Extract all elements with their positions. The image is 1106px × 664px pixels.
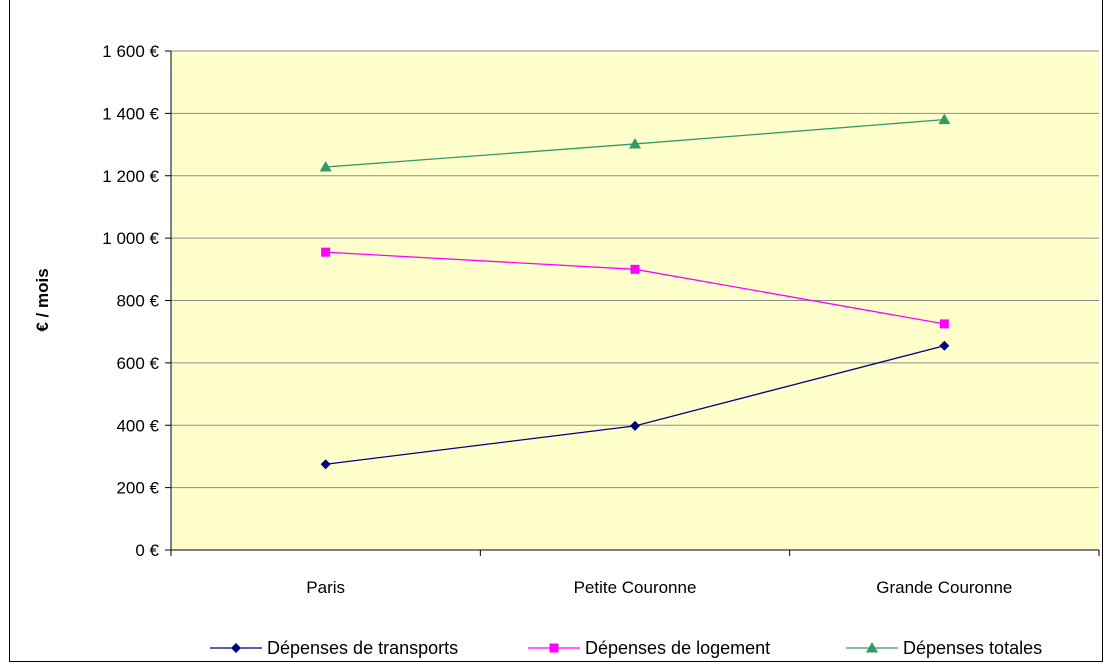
legend: Dépenses de transports Dépenses de logeme…	[210, 638, 1042, 658]
series-diamond	[320, 340, 950, 470]
data-point-triangle	[319, 161, 332, 172]
legend-label: Dépenses de logement	[585, 638, 770, 658]
data-point-square	[939, 319, 949, 329]
legend-label: Dépenses de transports	[267, 638, 458, 658]
data-point-square	[630, 264, 640, 274]
series-layer	[319, 113, 951, 470]
data-point-square	[321, 247, 331, 257]
chart-frame: 0 € 200 € 400 € 600 € 800 € 1 000 € 1 200 € 1 4…	[9, 0, 1103, 662]
data-point-triangle	[866, 642, 878, 653]
y-tick-label: 1 400 €	[102, 104, 159, 123]
x-axis-labels: Paris Petite Couronne Grande Couronne	[170, 550, 1100, 597]
y-axis-ticks: 0 € 200 € 400 € 600 € 800 € 1 000 € 1 200 € 1 4…	[102, 42, 171, 560]
legend-label: Dépenses totales	[903, 638, 1042, 658]
data-point-diamond	[320, 459, 331, 470]
data-point-square	[549, 643, 559, 653]
data-point-diamond	[231, 643, 241, 653]
data-point-diamond	[939, 340, 950, 351]
x-category-label: Paris	[306, 578, 345, 597]
y-tick-label: 0 €	[135, 541, 159, 560]
line-chart: 0 € 200 € 400 € 600 € 800 € 1 000 € 1 200 € 1 4…	[33, 42, 1100, 658]
series-triangle	[319, 113, 951, 172]
y-axis-title: € / mois	[33, 268, 52, 331]
y-tick-label: 200 €	[116, 479, 159, 498]
x-category-label: Petite Couronne	[574, 578, 697, 597]
y-tick-label: 1 000 €	[102, 229, 159, 248]
legend-item: Dépenses totales	[846, 638, 1042, 658]
y-tick-label: 1 600 €	[102, 42, 159, 61]
data-point-triangle	[938, 113, 951, 125]
y-tick-label: 800 €	[116, 292, 159, 311]
legend-item: Dépenses de logement	[528, 638, 770, 658]
x-category-label: Grande Couronne	[876, 578, 1012, 597]
y-tick-label: 400 €	[116, 416, 159, 435]
data-point-triangle	[629, 137, 641, 149]
y-tick-label: 1 200 €	[102, 167, 159, 186]
data-point-diamond	[630, 420, 640, 431]
y-tick-label: 600 €	[116, 354, 159, 373]
legend-item: Dépenses de transports	[210, 638, 458, 658]
series-square	[321, 247, 949, 329]
